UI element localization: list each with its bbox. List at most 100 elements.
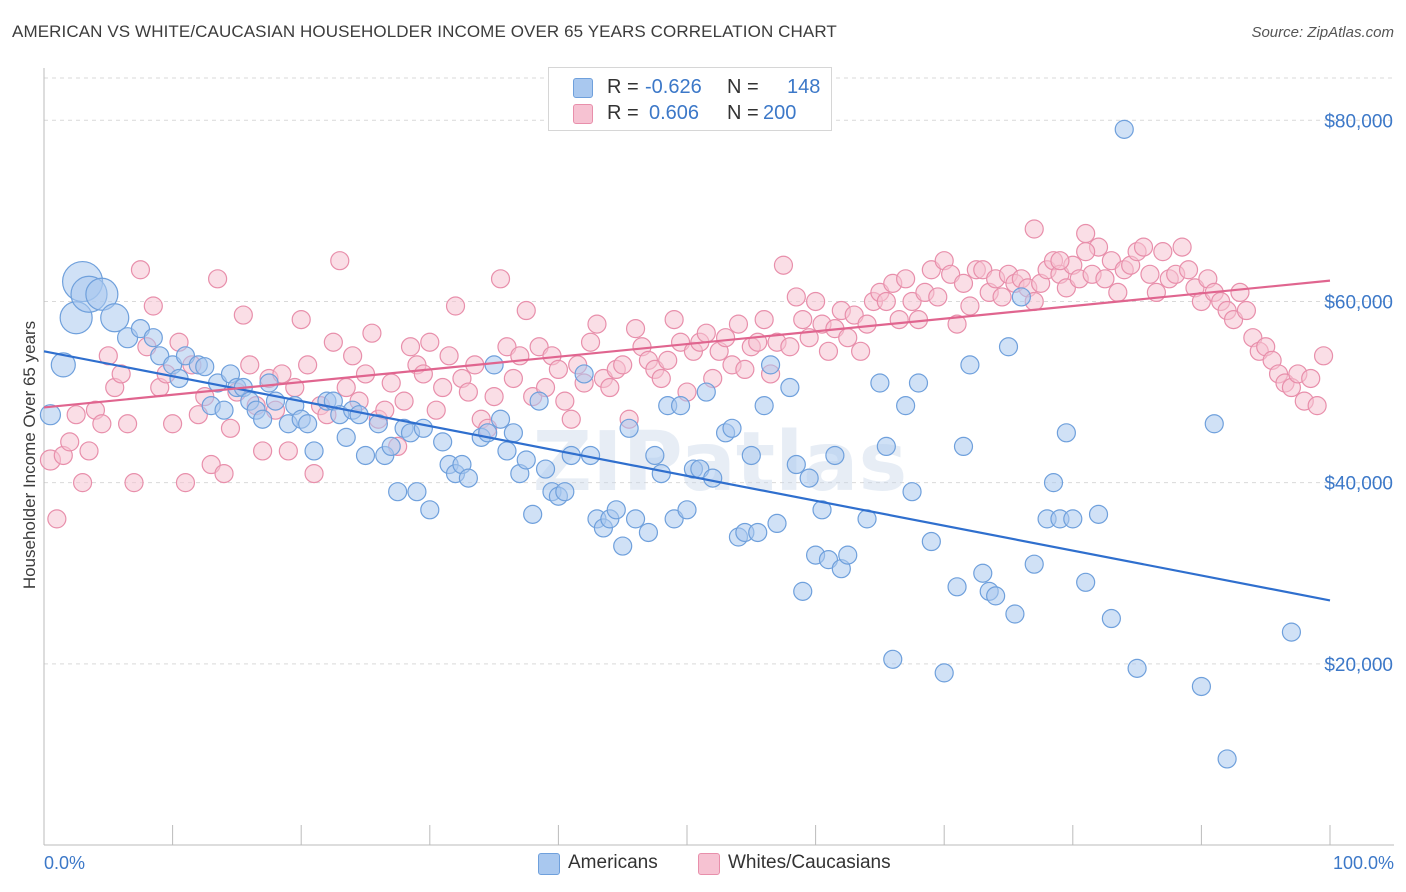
whites-point (992, 287, 1012, 307)
americans-point (613, 536, 633, 556)
chart-title: AMERICAN VS WHITE/CAUCASIAN HOUSEHOLDER … (12, 22, 837, 41)
americans-point (516, 450, 536, 470)
whites-point (343, 346, 363, 366)
whites-point (728, 314, 749, 334)
whites-point (561, 409, 581, 429)
trend-lines (43, 279, 1331, 602)
americans-point (838, 545, 858, 565)
whites-point (214, 463, 234, 484)
legend-n-value: 200 (763, 102, 797, 124)
whites-point (330, 251, 350, 271)
americans-point (1011, 287, 1031, 307)
legend-n-label: N = (727, 76, 759, 98)
americans-point (100, 303, 130, 333)
americans-point (368, 414, 388, 434)
americans-point (535, 459, 556, 479)
whites-point (484, 386, 504, 407)
whites-point (60, 432, 80, 452)
whites-point (818, 341, 839, 361)
whites-point (143, 296, 163, 316)
whites-point (175, 473, 196, 493)
americans-trend-line (43, 350, 1331, 602)
americans-point (253, 409, 273, 429)
americans-point (953, 436, 974, 457)
americans-point (670, 396, 691, 416)
y-axis-label: Householder Income Over 65 years (20, 321, 39, 589)
americans-point (883, 649, 903, 669)
whites-point (1133, 237, 1154, 257)
whites-point (130, 260, 151, 280)
whites-point (433, 377, 453, 398)
americans-swatch-icon (573, 78, 593, 98)
whites-point (1076, 223, 1096, 244)
whites-point (516, 300, 536, 321)
whites-point (1095, 269, 1115, 289)
americans-point (298, 414, 318, 434)
y-tick-label: $40,000 (1324, 474, 1393, 495)
americans-point (1063, 509, 1083, 529)
whites-point (780, 337, 800, 357)
whites-point (503, 368, 523, 389)
whites-point (111, 364, 131, 384)
americans-point (355, 445, 376, 466)
whites-point (1307, 396, 1327, 416)
americans-point (760, 355, 781, 375)
legend-r-value: -0.626 (645, 76, 702, 98)
americans-point (651, 463, 671, 484)
whites-legend-icon (698, 853, 720, 875)
americans-point (754, 396, 774, 416)
whites-point (1301, 368, 1321, 389)
americans-point (625, 509, 646, 529)
americans-point (1281, 622, 1302, 642)
americans-points (39, 119, 1302, 769)
americans-point (825, 445, 845, 466)
whites-point (786, 287, 806, 307)
whites-trend-line (43, 279, 1331, 409)
legend-n-label: N = (727, 102, 759, 124)
whites-point (754, 309, 774, 330)
americans-point (934, 663, 954, 683)
americans-point (413, 418, 433, 438)
legend-r-value: 0.606 (649, 102, 700, 124)
americans-point (195, 357, 215, 377)
americans-point (490, 409, 511, 429)
americans-point (503, 423, 523, 443)
americans-point (696, 382, 716, 402)
x-tick-label-max: 100.0% (1333, 853, 1394, 873)
whites-point (220, 418, 241, 438)
whites-point (805, 291, 826, 312)
americans-point (50, 352, 76, 378)
whites-point (947, 314, 967, 334)
whites-point (651, 368, 671, 389)
americans-point (1191, 676, 1212, 697)
whites-point (735, 359, 755, 380)
americans-point (1204, 414, 1224, 434)
whites-point (278, 441, 298, 461)
americans-point (349, 405, 369, 425)
whites-point (420, 332, 440, 352)
whites-point (490, 269, 511, 289)
whites-point (1313, 346, 1334, 366)
whites-point (696, 323, 716, 343)
americans-point (703, 468, 723, 488)
whites-point (555, 391, 575, 411)
whites-point (625, 319, 646, 339)
americans-point (1076, 572, 1096, 592)
americans-point (1114, 119, 1134, 139)
americans-point (381, 436, 401, 457)
americans-point (1101, 608, 1121, 629)
americans-point (799, 468, 819, 488)
whites-point (1050, 251, 1070, 271)
whites-point (240, 355, 260, 375)
whites-point (413, 364, 433, 384)
whites-point (439, 346, 459, 366)
whites-point (1076, 242, 1096, 262)
americans-point (638, 522, 659, 543)
americans-point (143, 328, 163, 348)
whites-point (362, 323, 382, 343)
americans-point (902, 482, 922, 502)
whites-point (336, 377, 356, 398)
americans-point (921, 531, 941, 552)
americans-point (529, 391, 549, 411)
y-tick-label: $20,000 (1324, 655, 1393, 676)
